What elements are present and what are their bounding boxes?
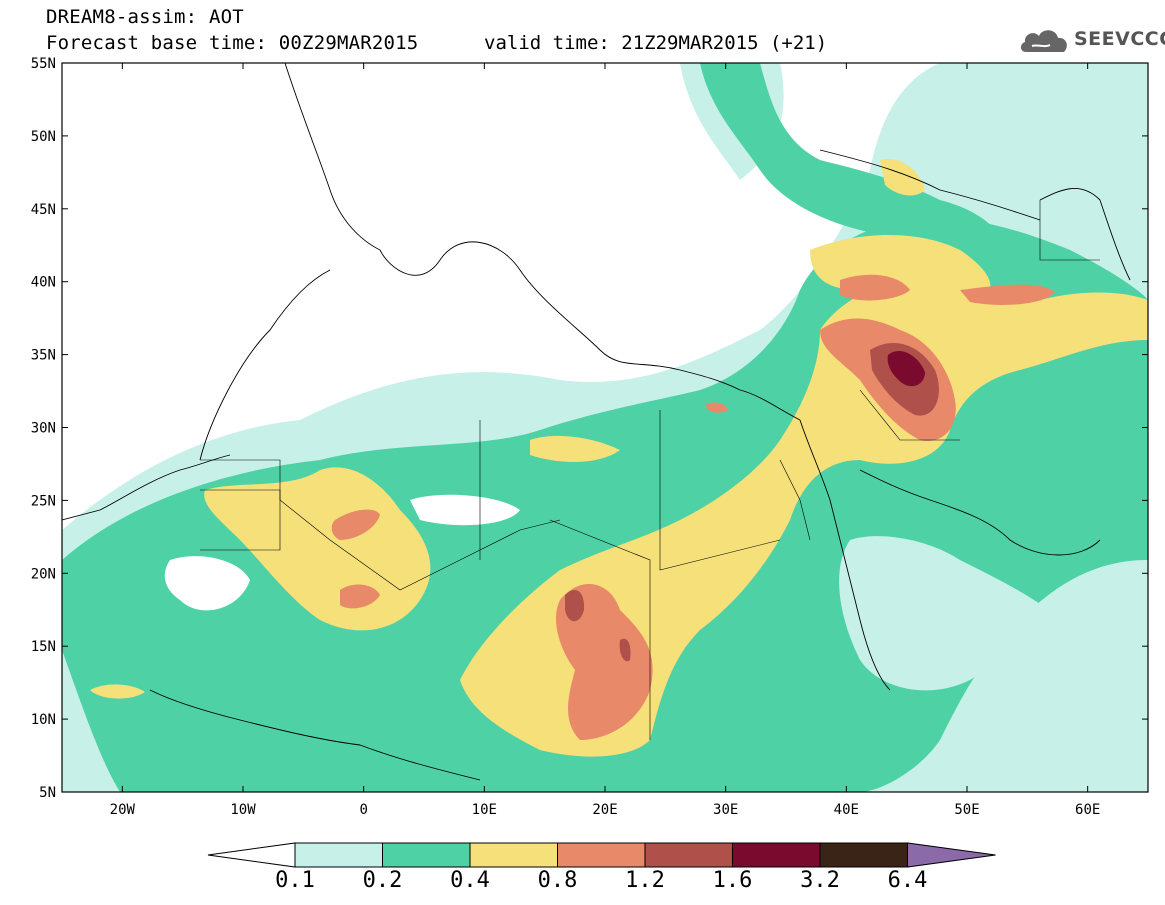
- colorbar-label: 1.2: [625, 868, 665, 893]
- colorbar-label: 1.6: [712, 868, 753, 893]
- aot-field: [62, 63, 1148, 792]
- lon-label: 20E: [592, 802, 617, 818]
- seevccc-logo: SEEVCCC: [1018, 24, 1165, 58]
- lat-label: 40N: [31, 275, 56, 291]
- colorbar-segment: [382, 842, 471, 868]
- colorbar-segment: [469, 842, 558, 868]
- lat-label: 50N: [31, 129, 56, 145]
- longitude-axis: 20W 10W 0 10E 20E 30E 40E 50E 60E: [110, 63, 1100, 818]
- colorbar-over-arrow: [907, 842, 996, 868]
- colorbar-segment: [294, 842, 383, 868]
- valid-time-label: valid time: 21Z29MAR2015 (+21): [484, 32, 828, 54]
- lat-label: 30N: [31, 421, 56, 437]
- lon-label: 60E: [1075, 802, 1100, 818]
- colorbar-label: 0.1: [275, 868, 315, 893]
- colorbar-segment: [819, 842, 908, 868]
- lat-label: 55N: [31, 56, 56, 72]
- lon-label: 40E: [834, 802, 859, 818]
- colorbar-label: 3.2: [800, 868, 840, 893]
- lon-label: 20W: [110, 802, 136, 818]
- colorbar-segment: [644, 842, 733, 868]
- cloud-icon: [1020, 30, 1067, 52]
- lon-label: 50E: [954, 802, 979, 818]
- colorbar-label: 0.4: [450, 868, 490, 893]
- lat-label: 20N: [31, 566, 56, 582]
- lat-label: 35N: [31, 348, 56, 364]
- colorbar-segment: [732, 842, 821, 868]
- lat-label: 5N: [39, 785, 56, 801]
- colorbar: [207, 842, 996, 868]
- colorbar-label: 0.8: [537, 868, 578, 893]
- lon-label: 0: [359, 802, 367, 818]
- lon-label: 30E: [713, 802, 738, 818]
- coastlines: [62, 63, 1131, 781]
- lon-label: 10W: [230, 802, 256, 818]
- lat-label: 10N: [31, 712, 56, 728]
- colorbar-label: 0.2: [362, 868, 403, 893]
- colorbar-under-arrow: [207, 842, 296, 868]
- lat-label: 15N: [31, 639, 56, 655]
- title-line-2: Forecast base time: 00Z29MAR2015: [46, 32, 419, 54]
- lon-label: 10E: [472, 802, 497, 818]
- country-borders: [200, 200, 1100, 740]
- colorbar-label: 6.4: [887, 868, 928, 893]
- colorbar-segment: [557, 842, 646, 868]
- lat-label: 45N: [31, 202, 56, 218]
- title-line-1: DREAM8-assim: AOT: [46, 6, 244, 28]
- lat-label: 25N: [31, 493, 56, 509]
- logo-text: SEEVCCC: [1074, 28, 1165, 50]
- latitude-axis: 55N 50N 45N 40N 35N 30N 25N 20N 15N 10N 5N: [31, 56, 1148, 801]
